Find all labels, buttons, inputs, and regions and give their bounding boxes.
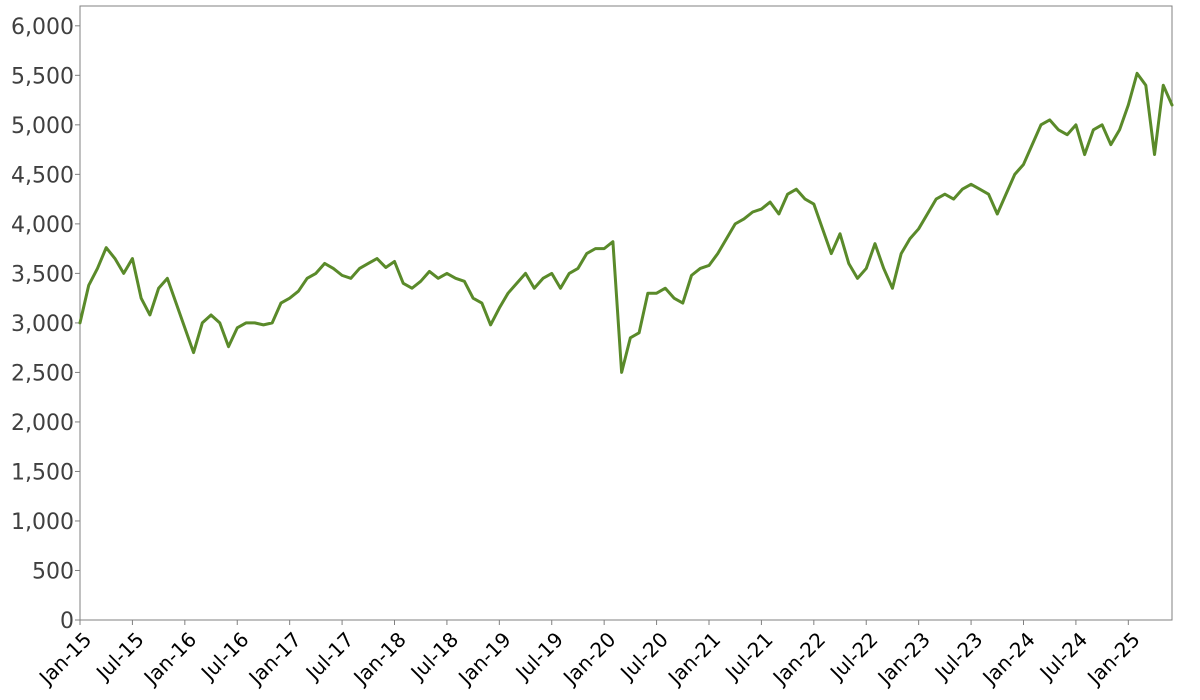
y-tick-label: 500 bbox=[32, 559, 74, 584]
x-tick-label: Jul-19 bbox=[509, 627, 568, 686]
x-tick-label: Jan-15 bbox=[33, 627, 96, 690]
y-tick-label: 1,000 bbox=[11, 510, 74, 535]
series-line bbox=[78, 71, 1174, 374]
x-tick-label: Jul-20 bbox=[614, 627, 673, 686]
x-tick-label: Jul-21 bbox=[719, 627, 778, 686]
y-tick-label: 2,500 bbox=[11, 361, 74, 386]
x-axis: Jan-15Jul-15Jan-16Jul-16Jan-17Jul-17Jan-… bbox=[33, 620, 1145, 691]
y-tick-label: 1,500 bbox=[11, 460, 74, 485]
x-tick-label: Jan-18 bbox=[347, 627, 410, 690]
x-tick-label: Jan-24 bbox=[976, 627, 1039, 690]
x-tick-label: Jul-15 bbox=[90, 627, 149, 686]
x-tick-label: Jan-25 bbox=[1081, 627, 1144, 690]
y-tick-label: 3,000 bbox=[11, 312, 74, 337]
y-tick-label: 5,000 bbox=[11, 114, 74, 139]
x-tick-label: Jul-16 bbox=[195, 627, 254, 686]
x-tick-label: Jan-23 bbox=[872, 627, 935, 690]
x-tick-label: Jul-24 bbox=[1034, 627, 1093, 686]
x-tick-label: Jan-19 bbox=[452, 627, 515, 690]
y-tick-label: 5,500 bbox=[11, 64, 74, 89]
x-tick-label: Jan-21 bbox=[662, 627, 725, 690]
x-tick-label: Jan-22 bbox=[767, 627, 830, 690]
y-tick-label: 4,000 bbox=[11, 213, 74, 238]
y-tick-label: 6,000 bbox=[11, 15, 74, 40]
x-tick-label: Jan-17 bbox=[243, 627, 306, 690]
x-tick-label: Jan-20 bbox=[557, 627, 620, 690]
x-tick-label: Jul-18 bbox=[405, 627, 464, 686]
y-tick-label: 0 bbox=[60, 609, 74, 634]
y-tick-label: 2,000 bbox=[11, 411, 74, 436]
x-tick-label: Jul-17 bbox=[300, 627, 359, 686]
plot-area bbox=[79, 5, 1173, 621]
x-tick-label: Jul-22 bbox=[824, 627, 883, 686]
y-tick-label: 3,500 bbox=[11, 262, 74, 287]
x-tick-label: Jan-16 bbox=[138, 627, 201, 690]
y-axis: 0 500 1,000 1,500 2,000 2,500 3,000 3,500 4,000 4… bbox=[11, 15, 80, 634]
x-tick-label: Jul-23 bbox=[929, 627, 988, 686]
y-tick-label: 4,500 bbox=[11, 163, 74, 188]
